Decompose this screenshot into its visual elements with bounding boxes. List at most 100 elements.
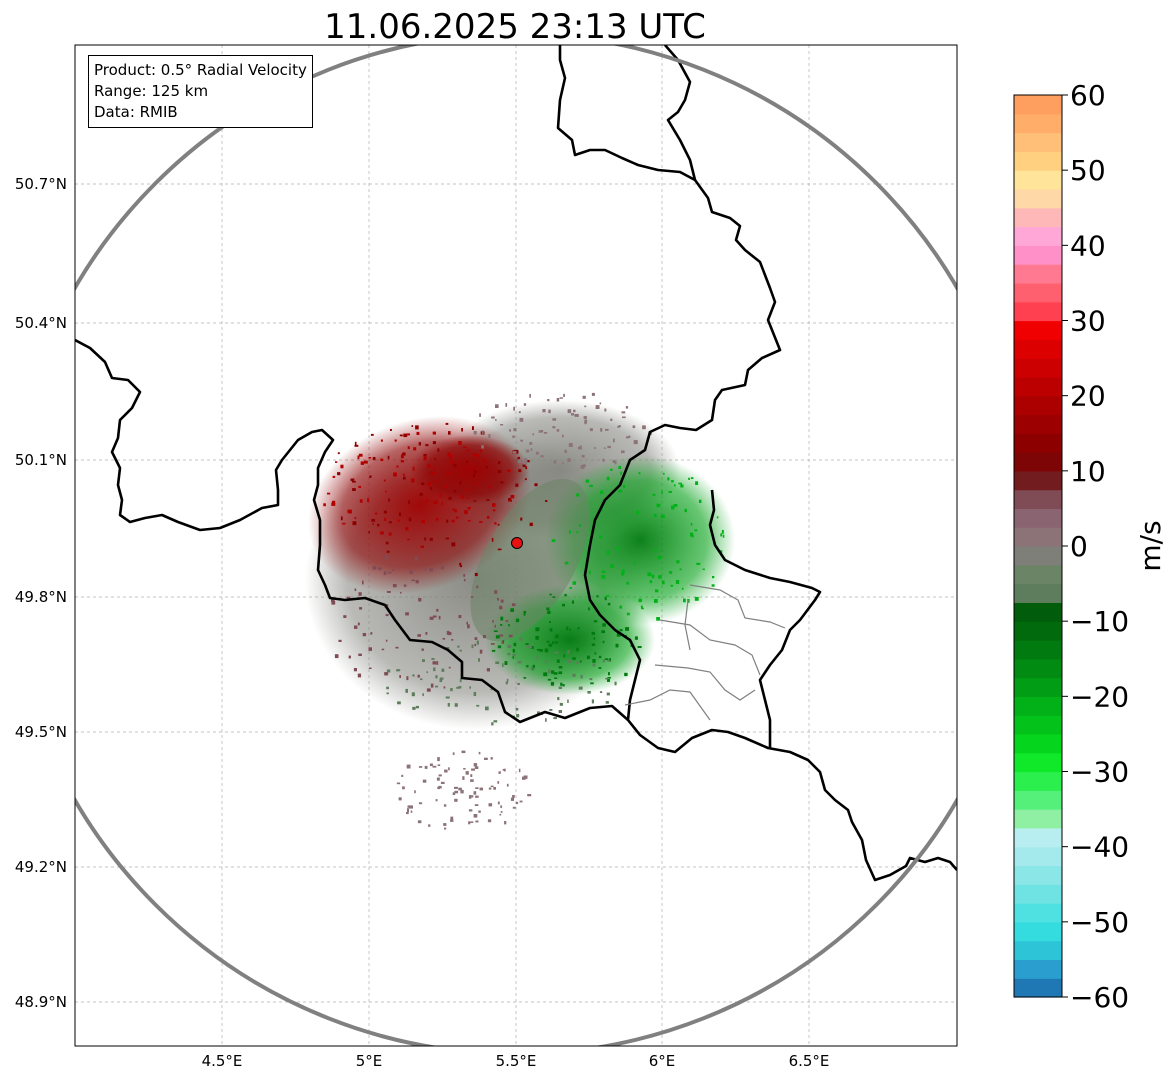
echo-speckle (432, 661, 437, 665)
echo-speckle (585, 479, 590, 483)
echo-speckle (446, 631, 450, 635)
echo-speckle (467, 624, 470, 629)
echo-speckle (518, 768, 521, 773)
echo-speckle (337, 472, 341, 476)
echo-speckle (589, 428, 593, 432)
echo-speckle (568, 443, 573, 447)
echo-speckle (370, 433, 374, 436)
colorbar-segment (1014, 452, 1062, 472)
echo-speckle (579, 524, 581, 527)
echo-speckle (485, 466, 488, 469)
echo-speckle (695, 481, 699, 485)
echo-speckle (543, 672, 548, 677)
echo-speckle (423, 456, 427, 461)
echo-speckle (334, 654, 339, 659)
echo-speckle (604, 408, 607, 412)
echo-speckle (437, 786, 441, 790)
echo-speckle (536, 648, 541, 651)
echo-speckle (410, 810, 413, 813)
echo-speckle (453, 489, 456, 493)
echo-speckle (512, 435, 515, 438)
echo-speckle (488, 787, 492, 790)
colorbar-segment (1014, 188, 1062, 209)
colorbar-tick-label: −20 (1070, 680, 1129, 713)
echo-speckle (702, 568, 705, 570)
echo-speckle (671, 480, 674, 483)
colorbar-segment (1014, 170, 1062, 190)
echo-speckle (594, 652, 597, 655)
echo-speckle (599, 535, 603, 539)
echo-speckle (486, 668, 490, 672)
echo-speckle (510, 494, 515, 499)
echo-speckle (436, 777, 440, 781)
echo-speckle (601, 630, 605, 634)
echo-speckle (452, 463, 457, 466)
echo-speckle (432, 765, 437, 768)
echo-speckle (522, 463, 526, 468)
colorbar-segment (1014, 301, 1062, 322)
echo-speckle (350, 478, 355, 481)
echo-speckle (368, 457, 372, 459)
echo-speckle (447, 452, 451, 457)
echo-speckle (620, 471, 622, 475)
echo-speckle (490, 688, 493, 691)
colorbar-label: m/s (1134, 520, 1167, 571)
echo-speckle (464, 510, 468, 514)
echo-speckle (519, 800, 523, 803)
echo-speckle (357, 622, 360, 626)
echo-speckle (554, 641, 558, 644)
echo-speckle (450, 688, 453, 692)
echo-speckle (405, 527, 409, 531)
echo-speckle (552, 418, 557, 421)
echo-speckle (569, 587, 572, 589)
echo-speckle (368, 647, 372, 651)
colorbar-ticks: 60 50 40 30 20 10 0 −10 −20 −30 −40 −50 −60 (1062, 79, 1129, 1014)
echo-speckle (589, 570, 591, 575)
echo-speckle (380, 531, 384, 535)
echo-speckle (418, 442, 421, 446)
echo-speckle (331, 600, 336, 605)
echo-speckle (463, 446, 467, 449)
echo-speckle (538, 430, 541, 433)
echo-speckle (523, 461, 527, 465)
echo-speckle (688, 477, 690, 480)
echo-speckle (548, 670, 551, 674)
echo-speckle (471, 795, 474, 798)
echo-speckle (526, 665, 529, 668)
echo-speckle (407, 446, 410, 450)
echo-speckle (554, 651, 559, 654)
echo-speckle (500, 811, 503, 813)
echo-speckle (458, 615, 462, 619)
echo-speckle (552, 426, 556, 429)
echo-speckle (590, 682, 594, 685)
echo-speckle (579, 660, 582, 663)
echo-speckle (359, 499, 363, 503)
echo-speckle (446, 471, 451, 475)
echo-speckle (377, 523, 380, 527)
echo-speckle (632, 425, 636, 429)
echo-speckle (400, 460, 405, 463)
colorbar-segment (1014, 846, 1062, 867)
echo-speckle (348, 655, 351, 659)
echo-speckle (474, 637, 478, 640)
echo-speckle (411, 579, 415, 582)
echo-speckle (539, 649, 543, 652)
colorbar-segment (1014, 865, 1062, 885)
echo-speckle (448, 767, 450, 771)
echo-speckle (445, 485, 448, 487)
echo-speckle (525, 643, 529, 645)
echo-speckle (712, 576, 715, 579)
echo-speckle (392, 584, 397, 588)
colorbar-segment (1014, 752, 1062, 773)
echo-speckle (553, 672, 558, 675)
echo-speckle (595, 405, 600, 409)
echo-speckle (405, 688, 408, 693)
echo-speckle (454, 798, 458, 802)
echo-speckle (461, 750, 466, 754)
echo-speckle (458, 686, 462, 689)
echo-speckle (657, 556, 662, 560)
info-product: Product: 0.5° Radial Velocity (94, 61, 307, 79)
echo-speckle (656, 503, 660, 508)
echo-speckle (452, 508, 456, 511)
echo-speckle (357, 455, 360, 460)
